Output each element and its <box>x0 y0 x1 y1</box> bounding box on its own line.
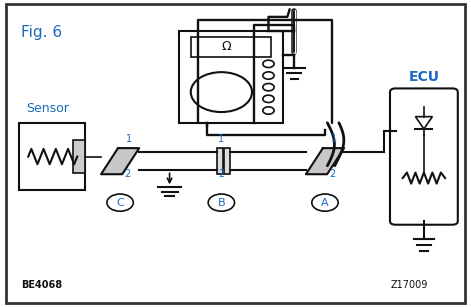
Polygon shape <box>101 148 139 174</box>
Polygon shape <box>415 117 432 129</box>
Text: Fig. 6: Fig. 6 <box>21 25 62 40</box>
Text: 1: 1 <box>218 134 225 144</box>
Text: Ω: Ω <box>221 40 231 53</box>
Polygon shape <box>306 148 344 174</box>
Circle shape <box>208 194 235 211</box>
Text: A: A <box>321 198 329 208</box>
Text: 2: 2 <box>218 169 225 179</box>
Text: 1: 1 <box>126 134 132 144</box>
Text: Sensor: Sensor <box>25 102 69 115</box>
Text: 1: 1 <box>331 134 337 144</box>
Bar <box>224 148 230 174</box>
Bar <box>179 31 283 123</box>
Bar <box>19 123 85 190</box>
Text: 2: 2 <box>124 169 130 179</box>
Text: ECU: ECU <box>408 70 439 84</box>
Bar <box>217 148 223 174</box>
Circle shape <box>312 194 338 211</box>
Text: C: C <box>116 198 124 208</box>
Text: BE4068: BE4068 <box>21 280 62 290</box>
Circle shape <box>107 194 133 211</box>
Text: Z17009: Z17009 <box>391 280 428 290</box>
Text: B: B <box>218 198 225 208</box>
FancyBboxPatch shape <box>390 88 458 225</box>
Bar <box>191 37 271 57</box>
Bar <box>73 140 85 173</box>
Text: 2: 2 <box>329 169 335 179</box>
